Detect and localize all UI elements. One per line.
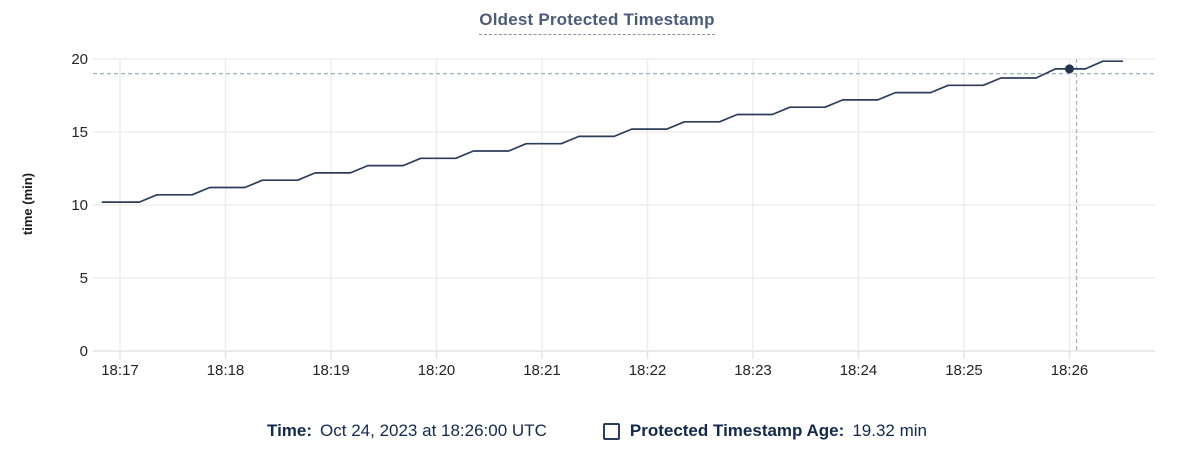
- x-tick-label: 18:17: [101, 362, 139, 379]
- y-tick-label: 15: [71, 124, 88, 141]
- x-tick-label: 18:21: [523, 362, 561, 379]
- chart-title[interactable]: Oldest Protected Timestamp: [479, 10, 715, 35]
- legend-time-label: Time:: [267, 421, 313, 440]
- y-axis-label: time (min): [20, 172, 35, 236]
- x-tick-label: 18:18: [207, 362, 245, 379]
- x-tick-label: 18:19: [312, 362, 350, 379]
- title-row: Oldest Protected Timestamp: [0, 10, 1194, 35]
- series-line[interactable]: [101, 60, 1124, 203]
- x-tick-label: 18:24: [840, 362, 878, 379]
- x-tick-label: 18:25: [945, 362, 983, 379]
- timeseries-plot[interactable]: 0 5 10 15 20 18:17 18:18 18:19 18:20 18:21 18:22 18…: [0, 0, 1194, 400]
- x-tick-label: 18:20: [418, 362, 456, 379]
- x-tick-label: 18:22: [629, 362, 667, 379]
- x-tick-label: 18:26: [1051, 362, 1089, 379]
- legend-series-label: Protected Timestamp Age:: [629, 421, 845, 440]
- legend-series-value: 19.32 min: [852, 421, 927, 440]
- y-tick-label: 20: [71, 51, 88, 68]
- y-tick-label: 10: [71, 197, 88, 214]
- series-swatch-icon[interactable]: [602, 422, 620, 440]
- y-tick-label: 5: [80, 270, 88, 287]
- legend-time: Time: Oct 24, 2023 at 18:26:00 UTC: [267, 421, 547, 441]
- y-tick-label: 0: [80, 343, 88, 360]
- legend: Time: Oct 24, 2023 at 18:26:00 UTC Prote…: [0, 421, 1194, 441]
- hovered-point-dot[interactable]: [1065, 64, 1074, 74]
- legend-time-value: Oct 24, 2023 at 18:26:00 UTC: [320, 421, 547, 440]
- x-tick-label: 18:23: [734, 362, 772, 379]
- legend-series[interactable]: Protected Timestamp Age: 19.32 min: [602, 421, 927, 441]
